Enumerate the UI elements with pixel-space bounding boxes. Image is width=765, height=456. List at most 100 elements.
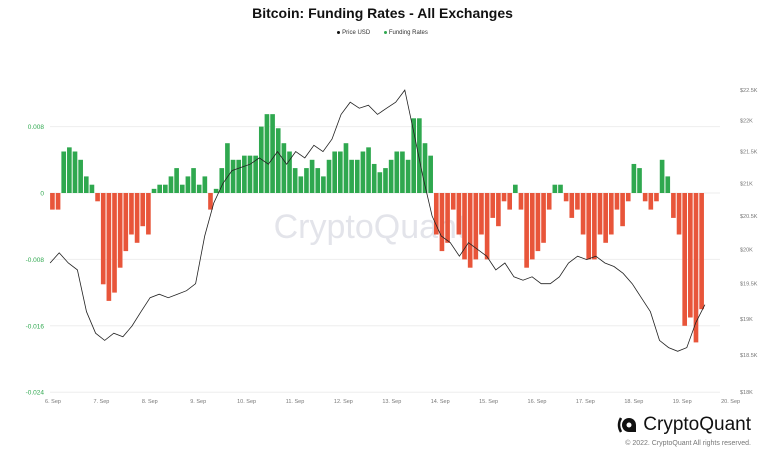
copyright: © 2022. CryptoQuant All rights reserved. xyxy=(625,440,751,447)
funding-rate-bar xyxy=(134,193,140,243)
cryptoquant-logo-icon xyxy=(618,417,637,433)
funding-rate-bar xyxy=(304,168,309,193)
x-tick-label: 13. Sep xyxy=(382,399,401,405)
funding-rate-bar xyxy=(586,193,592,260)
left-tick-label: -0.024 xyxy=(26,390,45,397)
x-tick-label: 17. Sep xyxy=(576,399,595,405)
funding-rate-bar xyxy=(388,159,394,193)
right-tick-label: $22K xyxy=(740,118,753,124)
funding-rate-bar xyxy=(185,176,191,193)
x-tick-label: 18. Sep xyxy=(624,399,643,405)
funding-rate-bar xyxy=(417,118,422,193)
funding-rate-bar xyxy=(112,193,117,293)
x-tick-label: 16. Sep xyxy=(528,399,547,405)
left-tick-label: 0.008 xyxy=(28,124,45,131)
funding-rate-bar xyxy=(428,155,433,193)
funding-rate-bar xyxy=(230,159,236,193)
funding-rate-bar xyxy=(558,184,563,193)
right-tick-label: $18K xyxy=(740,390,753,396)
right-tick-label: $20.5K xyxy=(740,214,758,220)
x-tick-label: 12. Sep xyxy=(334,399,353,405)
funding-rate-bar xyxy=(213,188,219,193)
left-tick-label: -0.008 xyxy=(26,257,45,264)
funding-rate-bar xyxy=(281,143,287,193)
brand-name: CryptoQuant xyxy=(643,414,751,435)
funding-rate-bar xyxy=(411,118,417,193)
funding-rate-bar xyxy=(168,176,174,193)
funding-rate-bar xyxy=(473,193,479,260)
funding-rate-bar xyxy=(501,193,507,202)
funding-rate-bar xyxy=(608,193,614,235)
funding-rate-bar xyxy=(270,114,275,193)
funding-rate-bar xyxy=(275,128,281,193)
right-tick-label: $21.5K xyxy=(740,150,758,156)
funding-rate-bar xyxy=(625,193,631,202)
legend-item-price[interactable]: Price USD xyxy=(337,30,370,36)
funding-rate-bar xyxy=(592,193,597,260)
funding-rate-bar xyxy=(179,184,185,193)
funding-rate-bar xyxy=(450,193,456,210)
chart-title: Bitcoin: Funding Rates - All Exchanges xyxy=(252,5,513,21)
funding-rate-bar xyxy=(496,193,501,227)
funding-rate-bar xyxy=(422,143,428,193)
x-tick-label: 8. Sep xyxy=(142,399,158,405)
funding-rate-bar xyxy=(208,193,213,210)
funding-rate-bar xyxy=(236,159,242,193)
funding-rate-bar xyxy=(292,168,298,193)
funding-rate-bar xyxy=(400,151,405,193)
legend-item-funding[interactable]: Funding Rates xyxy=(383,30,428,36)
x-tick-label: 20. Sep xyxy=(721,399,740,405)
funding-rate-bar xyxy=(287,151,292,193)
left-tick-label: 0 xyxy=(40,191,44,198)
funding-rate-bar xyxy=(253,155,258,193)
funding-rate-bar xyxy=(620,193,625,227)
x-tick-label: 14. Sep xyxy=(431,399,450,405)
funding-rate-bar xyxy=(552,184,558,193)
funding-rate-bar xyxy=(315,168,321,193)
x-tick-label: 6. Sep xyxy=(45,399,61,405)
funding-rate-bar xyxy=(264,114,270,193)
funding-rate-bar xyxy=(699,193,704,310)
funding-rate-bar xyxy=(693,193,699,343)
funding-rate-bar xyxy=(123,193,129,252)
funding-rate-bar xyxy=(631,163,637,193)
funding-rate-bar xyxy=(247,155,253,193)
funding-rate-bar xyxy=(157,184,163,193)
funding-rate-bar xyxy=(196,184,202,193)
funding-rate-bar xyxy=(242,155,247,193)
funding-rate-bar xyxy=(219,168,225,193)
funding-rate-bar xyxy=(360,151,366,193)
funding-rate-bar xyxy=(546,193,552,210)
funding-rate-bar xyxy=(117,193,123,268)
funding-rate-bar xyxy=(298,176,304,193)
brand-logo: CryptoQuant xyxy=(617,414,751,436)
funding-rate-bar xyxy=(665,176,671,193)
funding-rate-bar xyxy=(676,193,682,235)
funding-rate-bar xyxy=(648,193,654,210)
funding-rate-bar xyxy=(191,168,196,193)
funding-rate-bar xyxy=(338,151,343,193)
funding-rate-bar xyxy=(309,159,315,193)
funding-rate-bar xyxy=(72,151,78,193)
funding-rate-bar xyxy=(146,193,151,235)
funding-rate-bar xyxy=(462,193,467,260)
funding-rate-bar xyxy=(225,143,230,193)
funding-rate-bar xyxy=(326,159,332,193)
funding-rate-bar xyxy=(467,193,473,268)
funding-rate-bar xyxy=(518,193,524,210)
funding-rate-bar xyxy=(479,193,484,235)
funding-rate-bar xyxy=(349,159,354,193)
funding-rate-bar xyxy=(445,193,450,243)
right-tick-label: $21K xyxy=(740,181,753,187)
funding-rate-bar xyxy=(456,193,462,235)
funding-rate-bar xyxy=(405,159,411,193)
funding-rate-bar xyxy=(394,151,400,193)
funding-rate-bar xyxy=(535,193,541,252)
funding-rate-bar xyxy=(89,184,95,193)
right-tick-label: $19K xyxy=(740,317,753,323)
funding-rate-bar xyxy=(371,163,377,193)
funding-rate-bar xyxy=(366,147,371,193)
legend-dot-icon xyxy=(337,30,341,34)
funding-rate-bar xyxy=(67,147,72,193)
